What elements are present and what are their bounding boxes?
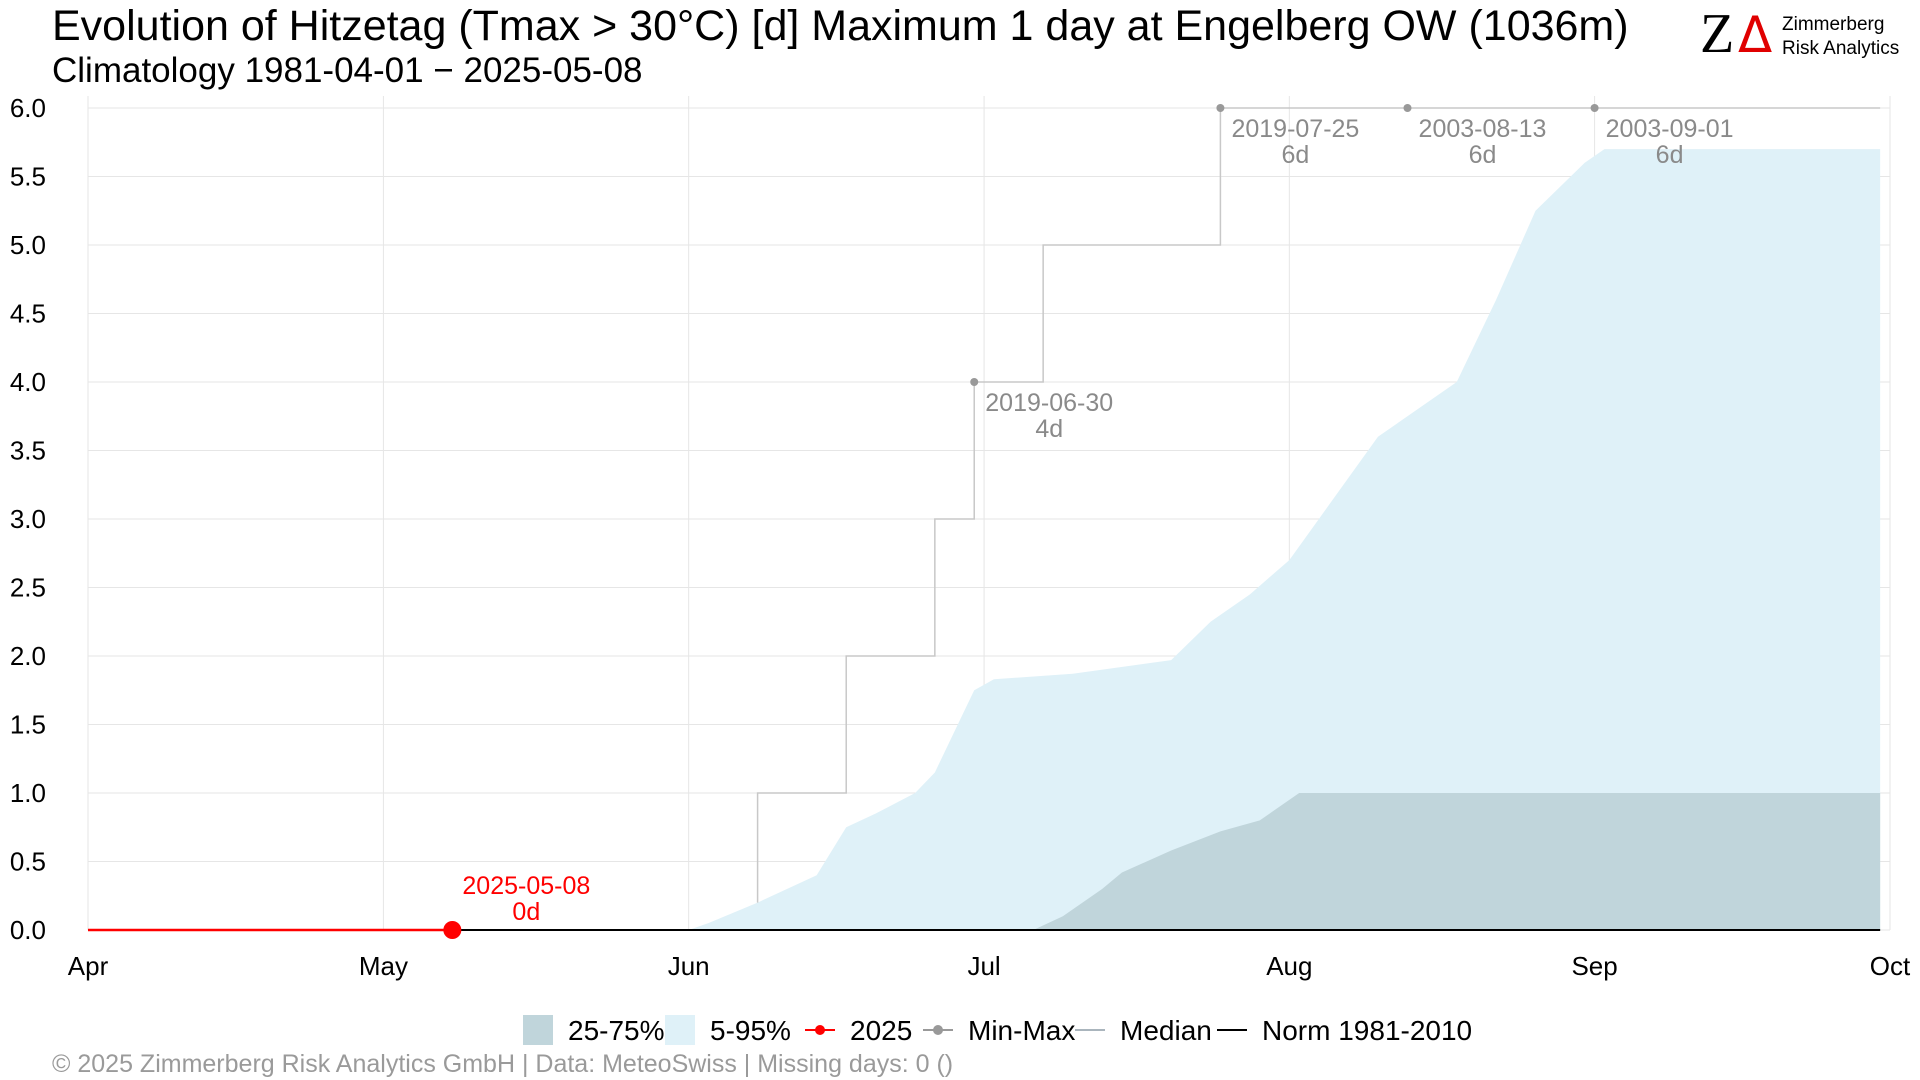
y-tick-label: 3.0 <box>10 504 46 534</box>
x-tick-label: Sep <box>1571 951 1617 981</box>
y-tick-label: 1.5 <box>10 710 46 740</box>
series-lines <box>88 104 1881 939</box>
y-tick-label: 2.5 <box>10 573 46 603</box>
x-tick-label: Apr <box>68 951 109 981</box>
legend-label: 2025 <box>850 1015 912 1046</box>
logo-z: Z <box>1700 3 1734 65</box>
band-25-75 <box>1033 793 1881 930</box>
minmax-point <box>1216 104 1225 112</box>
logo-delta: Δ <box>1738 6 1772 64</box>
logo: Z Δ Zimmerberg Risk Analytics <box>1700 3 1899 65</box>
legend: 25-75% 5-95% 2025 Min-Max Median Norm 1981-20… <box>523 1015 1472 1046</box>
minmax-annotation-value: 6d <box>1281 141 1309 169</box>
legend-label: 25-75% <box>568 1015 665 1046</box>
minmax-point <box>970 378 979 386</box>
band-5-95 <box>688 149 1881 931</box>
x-tick-label: Oct <box>1870 951 1911 981</box>
legend-label: Median <box>1120 1015 1212 1046</box>
logo-line-2: Risk Analytics <box>1782 38 1899 59</box>
y-tick-label: 0.5 <box>10 847 46 877</box>
y-tick-label: 4.5 <box>10 299 46 329</box>
x-tick-label: Aug <box>1266 951 1312 981</box>
chart-subtitle: Climatology 1981-04-01 − 2025-05-08 <box>52 51 643 90</box>
minmax-annotation-date: 2003-09-01 <box>1606 115 1734 143</box>
minmax-annotation-date: 2019-06-30 <box>985 389 1113 417</box>
logo-line-1: Zimmerberg <box>1782 14 1884 35</box>
y-tick-label: 6.0 <box>10 93 46 123</box>
legend-swatch-box <box>665 1015 695 1045</box>
y-tick-label: 2.0 <box>10 641 46 671</box>
minmax-annotation-value: 6d <box>1656 141 1684 169</box>
minmax-point <box>1403 104 1412 112</box>
y-tick-label: 1.0 <box>10 778 46 808</box>
legend-label: Min-Max <box>968 1015 1075 1046</box>
minmax-annotation-value: 6d <box>1469 141 1497 169</box>
annotations: 2025-05-080d2019-06-304d2019-07-256d2003… <box>462 115 1733 926</box>
y-tick-label: 4.0 <box>10 367 46 397</box>
chart-title: Evolution of Hitzetag (Tmax > 30°C) [d] … <box>52 2 1629 50</box>
legend-label: Norm 1981-2010 <box>1262 1015 1472 1046</box>
x-tick-label: Jun <box>668 951 710 981</box>
minmax-point <box>1590 104 1599 112</box>
bands <box>688 149 1881 931</box>
y-tick-label: 5.5 <box>10 162 46 192</box>
x-tick-label: May <box>359 951 408 981</box>
y-tick-label: 3.5 <box>10 436 46 466</box>
minmax-annotation-date: 2019-07-25 <box>1231 115 1359 143</box>
current-annotation-value: 0d <box>512 898 540 926</box>
x-tick-label: Jul <box>967 951 1000 981</box>
legend-swatch-point <box>933 1025 943 1035</box>
minmax-annotation-value: 4d <box>1035 415 1063 443</box>
footer-text: © 2025 Zimmerberg Risk Analytics GmbH | … <box>52 1050 953 1078</box>
minmax-line <box>756 107 1881 903</box>
axes: 0.0 0.5 1.0 1.5 2.0 2.5 3.0 3.5 4.0 4.5 5.0 5.5 6.0 A… <box>10 93 1911 981</box>
y-tick-label: 5.0 <box>10 230 46 260</box>
current-annotation-date: 2025-05-08 <box>462 872 590 900</box>
minmax-annotation-date: 2003-08-13 <box>1419 115 1547 143</box>
legend-swatch-box <box>523 1015 553 1045</box>
y-tick-label: 0.0 <box>10 915 46 945</box>
legend-swatch-point <box>815 1025 825 1035</box>
legend-label: 5-95% <box>710 1015 791 1046</box>
current-point <box>443 921 462 939</box>
